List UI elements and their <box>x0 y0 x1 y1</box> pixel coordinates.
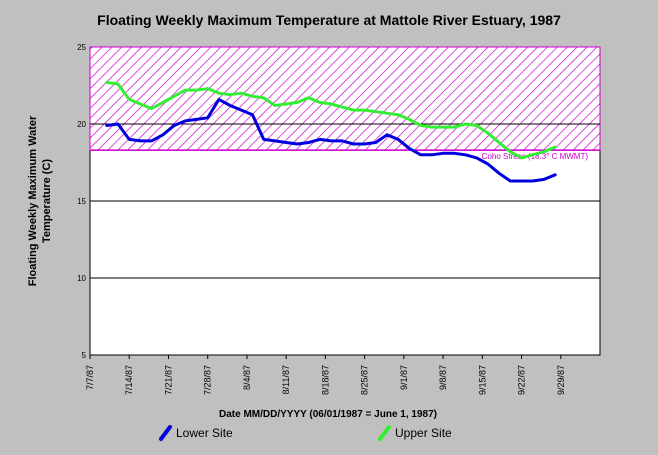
x-tick-label: 9/8/87 <box>438 365 448 390</box>
y-tick-label: 10 <box>77 274 86 283</box>
legend-upper-swatch <box>378 425 391 441</box>
x-tick-label: 8/18/87 <box>320 365 330 395</box>
series-layer <box>105 80 557 183</box>
legend: Lower Site Upper Site <box>159 425 452 441</box>
threshold-label: Coho Stress (18.3° C MWMT) <box>482 152 589 161</box>
x-tick-label: 7/14/87 <box>124 365 134 395</box>
x-tick-label: 7/28/87 <box>203 365 213 395</box>
threshold-layer: Coho Stress (18.3° C MWMT) <box>89 46 601 161</box>
legend-lower-swatch <box>159 425 172 441</box>
y-tick-labels: 5 10 15 20 25 <box>77 43 86 360</box>
x-tick-label: 8/11/87 <box>281 365 291 394</box>
y-tick-label: 15 <box>77 197 86 206</box>
x-tick-label: 7/7/87 <box>85 365 95 390</box>
x-tick-label: 7/21/87 <box>163 365 173 395</box>
legend-upper-label: Upper Site <box>395 426 452 440</box>
x-tick-label: 8/4/87 <box>242 365 252 390</box>
x-tick-label: 9/15/87 <box>477 365 487 395</box>
legend-lower-label: Lower Site <box>176 426 233 440</box>
x-tick-label: 9/22/87 <box>517 365 527 395</box>
x-tick-label: 8/25/87 <box>360 365 370 395</box>
x-tick-labels: 7/7/87 7/14/87 7/21/87 7/28/87 8/4/87 8/11/87… <box>85 355 566 395</box>
series-line-lower-site <box>105 97 557 183</box>
x-axis-label: Date MM/DD/YYYY (06/01/1987 = June 1, 19… <box>219 409 437 420</box>
y-tick-label: 20 <box>77 120 86 129</box>
x-tick-label: 9/1/87 <box>399 365 409 390</box>
y-axis-label-line2: Temperature (C) <box>41 159 53 243</box>
chart-title: Floating Weekly Maximum Temperature at M… <box>97 12 561 28</box>
y-tick-label: 25 <box>77 43 86 52</box>
x-tick-label: 9/29/87 <box>556 365 566 395</box>
y-tick-label: 5 <box>82 351 87 360</box>
series-line-upper-site <box>105 80 557 160</box>
threshold-band <box>89 46 601 151</box>
y-axis-label-line1: Floating Weekly Maximum Water <box>27 115 39 286</box>
